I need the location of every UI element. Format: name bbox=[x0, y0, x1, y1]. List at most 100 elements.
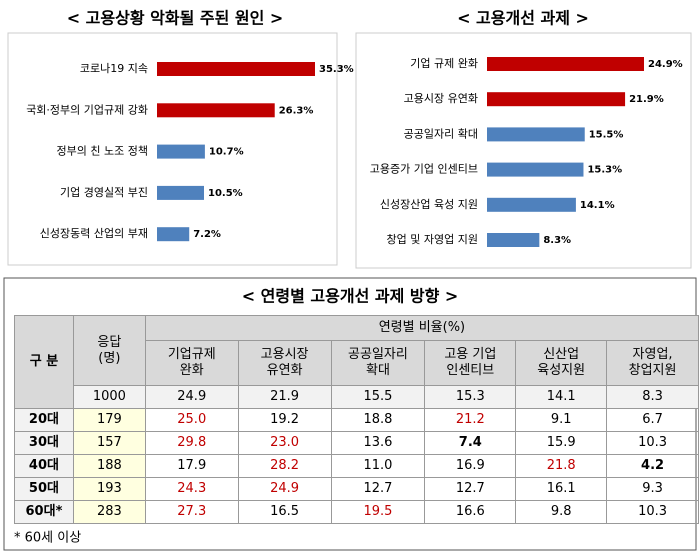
cell: 28.2 bbox=[237, 454, 332, 478]
cell: 15.3 bbox=[424, 385, 517, 409]
row-header: 50대 bbox=[14, 477, 74, 501]
value-label: 10.7% bbox=[209, 147, 244, 158]
cell: 13.6 bbox=[330, 431, 426, 455]
category-label: 기업 경영실적 부진 bbox=[60, 186, 148, 199]
chart-title: < 고용상황 악화될 주된 원인 > bbox=[67, 9, 284, 28]
cell: 8.3 bbox=[606, 385, 699, 409]
cell: 29.8 bbox=[144, 431, 239, 455]
category-label: 국회·정부의 기업규제 강화 bbox=[26, 103, 148, 116]
header: 응답 (명) bbox=[72, 315, 146, 386]
row-header: 20대 bbox=[14, 408, 74, 432]
cell: 10.3 bbox=[606, 500, 699, 524]
row: 1000 24.9 21.9 15.5 15.3 14.1 8.3 bbox=[15, 385, 699, 409]
category-label: 기업 규제 완화 bbox=[410, 57, 478, 70]
header: 구 분 bbox=[14, 315, 74, 409]
column-header: 자영업, 창업지원 bbox=[606, 340, 699, 386]
row: 20대 179 25.0 19.2 18.8 21.2 9.1 6.7 bbox=[14, 408, 699, 432]
header: 연령별 비율(%) bbox=[144, 315, 699, 341]
value-label: 10.5% bbox=[208, 188, 243, 199]
cell: 157 bbox=[72, 431, 146, 455]
bar bbox=[487, 197, 576, 212]
row: 구 분 응답 (명) 연령별 비율(%) bbox=[14, 315, 699, 409]
category-label: 코로나19 지속 bbox=[80, 62, 148, 75]
cell: 21.8 bbox=[515, 454, 608, 478]
cell: 17.9 bbox=[144, 454, 239, 478]
bar bbox=[487, 162, 584, 177]
cell: 179 bbox=[72, 408, 146, 432]
column-header: 신산업 육성지원 bbox=[515, 340, 608, 386]
row: 60대* 283 27.3 16.5 19.5 16.6 9.8 10.3 bbox=[14, 500, 699, 524]
value-label: 15.3% bbox=[587, 165, 622, 176]
row: 30대 157 29.8 23.0 13.6 7.4 15.9 10.3 bbox=[14, 431, 699, 455]
panel bbox=[355, 32, 692, 269]
bar bbox=[157, 144, 205, 159]
column-header: 고용 기업 인센티브 bbox=[424, 340, 517, 386]
cell: 9.3 bbox=[606, 477, 699, 501]
cell: 15.9 bbox=[515, 431, 608, 455]
cell: 27.3 bbox=[144, 500, 239, 524]
cell: 23.0 bbox=[237, 431, 332, 455]
cell: 9.1 bbox=[515, 408, 608, 432]
value-label: 24.9% bbox=[648, 59, 683, 70]
cell: 4.2 bbox=[606, 454, 699, 478]
row: 40대 188 17.9 28.2 11.0 16.9 21.8 4.2 bbox=[14, 454, 699, 478]
category-label: 정부의 친 노조 정책 bbox=[57, 145, 148, 158]
category-label: 창업 및 자영업 지원 bbox=[387, 233, 478, 246]
value-label: 14.1% bbox=[580, 200, 615, 211]
bar bbox=[487, 127, 585, 142]
table-title: < 연령별 고용개선 과제 방향 > bbox=[242, 287, 459, 306]
category-label: 공공일자리 확대 bbox=[404, 126, 478, 140]
cell: 18.8 bbox=[330, 408, 426, 432]
cell: 15.5 bbox=[330, 385, 426, 409]
row-header: 30대 bbox=[14, 431, 74, 455]
cell: 24.9 bbox=[144, 385, 239, 409]
cell: 12.7 bbox=[424, 477, 517, 501]
bar bbox=[157, 227, 190, 242]
cell: 24.9 bbox=[237, 477, 332, 501]
cell: 24.3 bbox=[144, 477, 239, 501]
cell: 25.0 bbox=[144, 408, 239, 432]
value-label: 7.2% bbox=[193, 229, 221, 240]
bar bbox=[487, 92, 626, 107]
cell: 19.2 bbox=[237, 408, 332, 432]
bar bbox=[157, 62, 315, 76]
cell: 16.9 bbox=[424, 454, 517, 478]
table: 구 분 응답 (명) 연령별 비율(%) 기업규제 완화 고용시장 유연화 공공일자리 확… bbox=[14, 315, 699, 524]
row: 50대 193 24.3 24.9 12.7 12.7 16.1 9.3 bbox=[14, 477, 699, 501]
cell: 188 bbox=[72, 454, 146, 478]
cell: 283 bbox=[72, 500, 146, 524]
column-header: 고용시장 유연화 bbox=[237, 340, 332, 386]
value-label: 21.9% bbox=[629, 94, 664, 105]
value-label: 15.5% bbox=[589, 129, 624, 140]
row-header: 60대* bbox=[14, 500, 74, 524]
cell: 9.8 bbox=[515, 500, 608, 524]
category-label: 고용시장 유연화 bbox=[404, 92, 478, 105]
category-label: 신성장산업 육성 지원 bbox=[380, 198, 478, 211]
bar bbox=[157, 103, 275, 118]
row-header: 40대 bbox=[14, 454, 74, 478]
note: * 60세 이상 bbox=[14, 531, 81, 546]
value-label: 35.3% bbox=[319, 64, 354, 75]
cell: 16.1 bbox=[515, 477, 608, 501]
cell: 19.5 bbox=[330, 500, 426, 524]
cell: 193 bbox=[72, 477, 146, 501]
category-label: 고용증가 기업 인센티브 bbox=[370, 163, 478, 176]
cell: 6.7 bbox=[606, 408, 699, 432]
value-label: 8.3% bbox=[543, 235, 571, 246]
cell: 16.6 bbox=[424, 500, 517, 524]
cell: 10.3 bbox=[606, 431, 699, 455]
cell: 21.2 bbox=[424, 408, 517, 432]
column-header: 기업규제 완화 bbox=[144, 340, 239, 386]
cell: 21.9 bbox=[237, 385, 332, 409]
cell: 7.4 bbox=[424, 431, 517, 455]
cell: 1000 bbox=[72, 385, 146, 409]
bar bbox=[487, 233, 540, 247]
value-label: 26.3% bbox=[279, 105, 314, 116]
bar bbox=[487, 57, 644, 71]
category-label: 신성장동력 산업의 부재 bbox=[40, 227, 148, 240]
cell: 11.0 bbox=[330, 454, 426, 478]
column-header: 공공일자리 확대 bbox=[330, 340, 426, 386]
cell: 12.7 bbox=[330, 477, 426, 501]
cell: 16.5 bbox=[237, 500, 332, 524]
